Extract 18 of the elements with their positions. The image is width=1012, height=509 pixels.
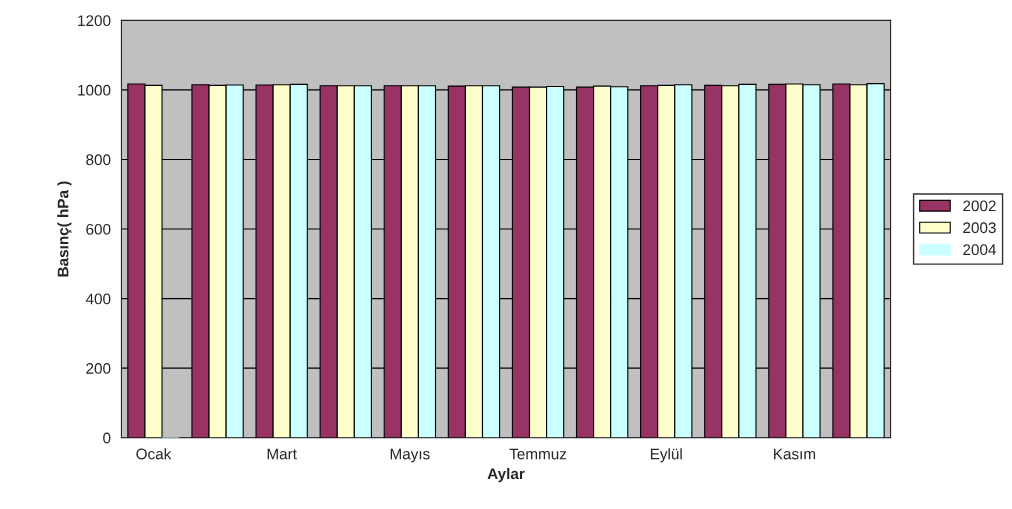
x-tick-label: Mayıs (390, 448, 430, 463)
y-tick-label: 600 (86, 223, 111, 235)
legend-label: 2003 (963, 222, 996, 234)
y-tick-label: 1000 (78, 84, 111, 96)
x-tick-label: Eylül (650, 448, 682, 463)
y-tick-label: 200 (86, 363, 111, 374)
y-tick-label: 0 (103, 432, 111, 444)
y-tick-label: 400 (85, 293, 111, 305)
x-tick-label: Ocak (136, 448, 172, 460)
y-tick-label: 800 (86, 154, 111, 166)
x-tick-label: Temmuz (509, 448, 567, 460)
legend-label: 2004 (963, 244, 997, 256)
x-tick-label: Mart (267, 448, 297, 460)
y-tick-label: 1200 (78, 15, 111, 27)
x-tick-label: Kasım (774, 448, 816, 460)
y-axis-title: Basınç( hPa ) (57, 181, 72, 277)
legend-label: 2002 (963, 200, 996, 212)
x-axis-title: Aylar (487, 467, 525, 483)
